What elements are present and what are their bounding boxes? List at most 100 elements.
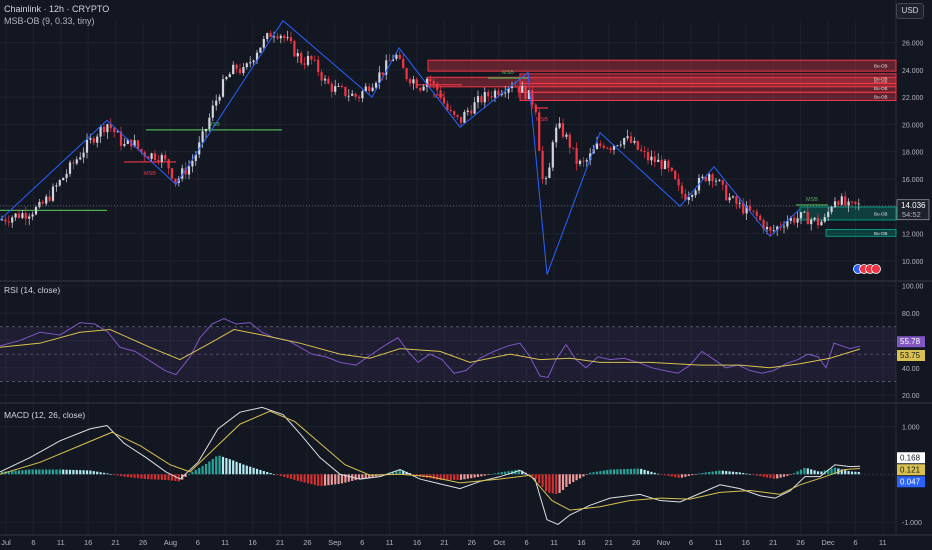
candle-body xyxy=(201,131,204,143)
x-tick-label: 16 xyxy=(84,538,92,547)
macd-hist-bar xyxy=(803,467,806,475)
candle-body xyxy=(514,86,517,88)
macd-hist-bar xyxy=(714,471,718,475)
macd-hist-bar xyxy=(249,466,252,475)
indicator-title[interactable]: MSB-OB (9, 0.33, tiny) xyxy=(4,16,95,26)
macd-hist-bar xyxy=(245,465,248,475)
macd-hist-bar xyxy=(752,474,755,475)
candle-body xyxy=(422,86,425,91)
candle-body xyxy=(769,226,772,231)
candle-body xyxy=(653,156,656,163)
x-tick-label: 16 xyxy=(577,538,585,547)
macd-hist-bar xyxy=(657,473,660,475)
candle-body xyxy=(507,88,510,93)
macd-hist-bar xyxy=(701,472,704,475)
macd-hist-bar xyxy=(833,467,837,475)
macd-hist-bar xyxy=(504,471,507,475)
candle-body xyxy=(612,145,616,150)
macd-hist-bar xyxy=(65,469,68,475)
macd-hist-bar xyxy=(558,474,561,493)
x-tick-label: 26 xyxy=(139,538,147,547)
macd-hist-bar xyxy=(215,456,218,475)
candle-body xyxy=(759,215,762,221)
macd-hist-bar xyxy=(816,471,820,475)
macd-hist-bar xyxy=(225,458,228,475)
macd-hist-bar xyxy=(779,474,782,478)
candle-body xyxy=(595,143,599,149)
event-icons xyxy=(853,264,881,274)
macd-hist-bar xyxy=(793,473,796,475)
candle-body xyxy=(109,124,112,129)
macd-hist-bar xyxy=(347,474,350,482)
rsi-value-label: 55.78 xyxy=(900,337,921,346)
candle-body xyxy=(670,167,673,171)
macd-hist-bar xyxy=(606,469,609,475)
macd-hist-bar xyxy=(507,471,510,475)
macd-hist-bar xyxy=(174,474,177,481)
candle-body xyxy=(28,216,31,219)
macd-hist-bar xyxy=(136,474,140,479)
candle-body xyxy=(68,162,72,174)
macd-hist-bar xyxy=(711,471,714,475)
countdown-label: 54:52 xyxy=(902,210,921,219)
candle-body xyxy=(497,90,500,96)
candle-body xyxy=(31,214,34,217)
candle-body xyxy=(701,176,704,178)
macd-line xyxy=(0,406,861,526)
candle-body xyxy=(799,212,803,219)
candle-body xyxy=(453,111,456,115)
candle-body xyxy=(592,148,595,154)
msb-label: MSB xyxy=(433,94,445,100)
candle-body xyxy=(62,177,65,181)
candle-body xyxy=(833,201,837,207)
macd-hist-bar xyxy=(123,474,126,477)
macd-hist-bar xyxy=(11,470,14,475)
candle-body xyxy=(327,78,330,84)
macd-hist-bar xyxy=(313,474,316,485)
candle-body xyxy=(493,90,497,98)
macd-hist-bar xyxy=(786,474,789,476)
candle-body xyxy=(45,196,48,204)
macd-hist-bar xyxy=(38,469,41,475)
candle-body xyxy=(385,60,388,75)
x-tick-label: Nov xyxy=(657,538,671,547)
macd-hist-bar xyxy=(266,471,269,475)
macd-hist-bar xyxy=(436,474,439,480)
macd-hist-bar xyxy=(344,474,347,483)
macd-hist-bar xyxy=(28,469,31,475)
x-tick-label: 11 xyxy=(550,538,558,547)
macd-hist-bar xyxy=(0,471,4,475)
x-tick-label: 26 xyxy=(796,538,804,547)
macd-hist-bar xyxy=(521,470,524,475)
macd-hist-bar xyxy=(493,473,497,475)
candle-body xyxy=(368,86,371,92)
candle-body xyxy=(436,83,439,91)
candle-body xyxy=(164,154,167,160)
macd-hist-bar xyxy=(21,470,24,475)
candle-body xyxy=(48,196,51,201)
candle-body xyxy=(619,144,622,146)
macd-hist-bar xyxy=(789,474,792,475)
candle-body xyxy=(85,139,89,153)
candle-body xyxy=(402,58,405,69)
macd-hist-bar xyxy=(242,464,245,475)
macd-hist-bar xyxy=(670,474,673,477)
currency-button[interactable]: USD xyxy=(896,3,924,19)
candle-body xyxy=(388,60,391,62)
macd-hist-bar xyxy=(725,471,728,475)
macd-hist-bar xyxy=(293,474,296,480)
candle-body xyxy=(728,197,731,201)
x-tick-label: Jul xyxy=(1,538,11,547)
macd-hist-bar xyxy=(500,472,503,475)
macd-hist-bar xyxy=(847,471,850,475)
macd-hist-bar xyxy=(772,474,775,479)
candle-body xyxy=(361,91,364,99)
candle-body xyxy=(500,93,503,96)
candle-body xyxy=(470,110,473,114)
candle-body xyxy=(483,92,486,103)
x-tick-label: Aug xyxy=(164,538,177,547)
symbol-title[interactable]: Chainlink · 12h · CRYPTO xyxy=(4,4,110,14)
candle-body xyxy=(806,211,809,225)
macd-hist-bar xyxy=(735,472,738,475)
